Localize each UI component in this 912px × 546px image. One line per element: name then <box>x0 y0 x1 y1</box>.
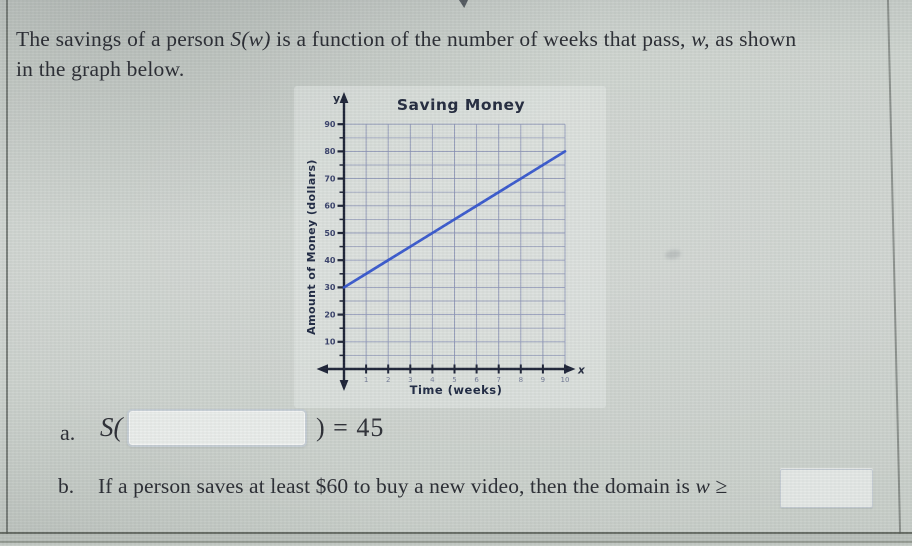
problem-line-2: in the graph below. <box>16 57 185 81</box>
svg-text:1: 1 <box>364 376 368 384</box>
answer-input-b[interactable] <box>780 469 873 508</box>
page-edge-left <box>6 0 8 534</box>
bottom-strip <box>0 534 912 541</box>
svg-text:7: 7 <box>496 376 500 384</box>
svg-text:2: 2 <box>386 376 390 384</box>
svg-text:10: 10 <box>324 338 336 347</box>
math-w: w, <box>691 27 710 51</box>
problem-text: The savings of a person S(w) is a functi… <box>16 24 900 84</box>
question-a-function-suffix: ) = 45 <box>316 413 385 442</box>
top-edge-mark <box>459 0 468 8</box>
photo-smudge <box>664 248 682 261</box>
math-s-of-w: S(w) <box>230 27 271 51</box>
saving-money-chart: 10 20 30 40 50 60 70 80 90 1 2 3 4 5 6 7 8 9 10 y x Saving Mo… <box>305 92 586 397</box>
svg-text:4: 4 <box>430 376 435 384</box>
svg-text:y: y <box>333 92 340 105</box>
svg-text:3: 3 <box>408 376 412 384</box>
question-a-function-prefix: S( <box>100 412 123 442</box>
svg-text:10: 10 <box>561 376 570 384</box>
math-domain-inequality: w ≥ <box>695 474 728 498</box>
below-strip <box>0 543 912 546</box>
svg-text:50: 50 <box>324 229 336 238</box>
question-b-text: If a person saves at least $60 to buy a … <box>98 474 728 498</box>
svg-text:5: 5 <box>452 376 456 384</box>
question-b-label: b. <box>58 474 75 498</box>
bottom-rule-2 <box>0 541 912 543</box>
svg-text:30: 30 <box>324 283 336 292</box>
svg-text:Amount of Money (dollars): Amount of Money (dollars) <box>305 159 318 335</box>
answer-input-a[interactable] <box>127 409 307 447</box>
svg-text:20: 20 <box>324 310 336 319</box>
svg-text:6: 6 <box>474 376 479 384</box>
svg-text:9: 9 <box>541 376 545 384</box>
svg-text:70: 70 <box>324 174 336 183</box>
bottom-rule <box>0 532 912 534</box>
svg-text:90: 90 <box>324 120 336 129</box>
problem-line-1: The savings of a person S(w) is a functi… <box>16 27 797 51</box>
svg-text:8: 8 <box>519 376 523 384</box>
svg-text:60: 60 <box>324 202 336 211</box>
svg-text:x: x <box>577 365 586 377</box>
svg-text:Time (weeks): Time (weeks) <box>410 383 503 397</box>
svg-text:40: 40 <box>324 256 336 265</box>
question-a-label: a. <box>60 420 76 445</box>
graph-panel: 10 20 30 40 50 60 70 80 90 1 2 3 4 5 6 7 8 9 10 y x Saving Mo… <box>294 86 606 408</box>
svg-text:Saving Money: Saving Money <box>397 96 525 114</box>
svg-text:80: 80 <box>324 147 336 156</box>
